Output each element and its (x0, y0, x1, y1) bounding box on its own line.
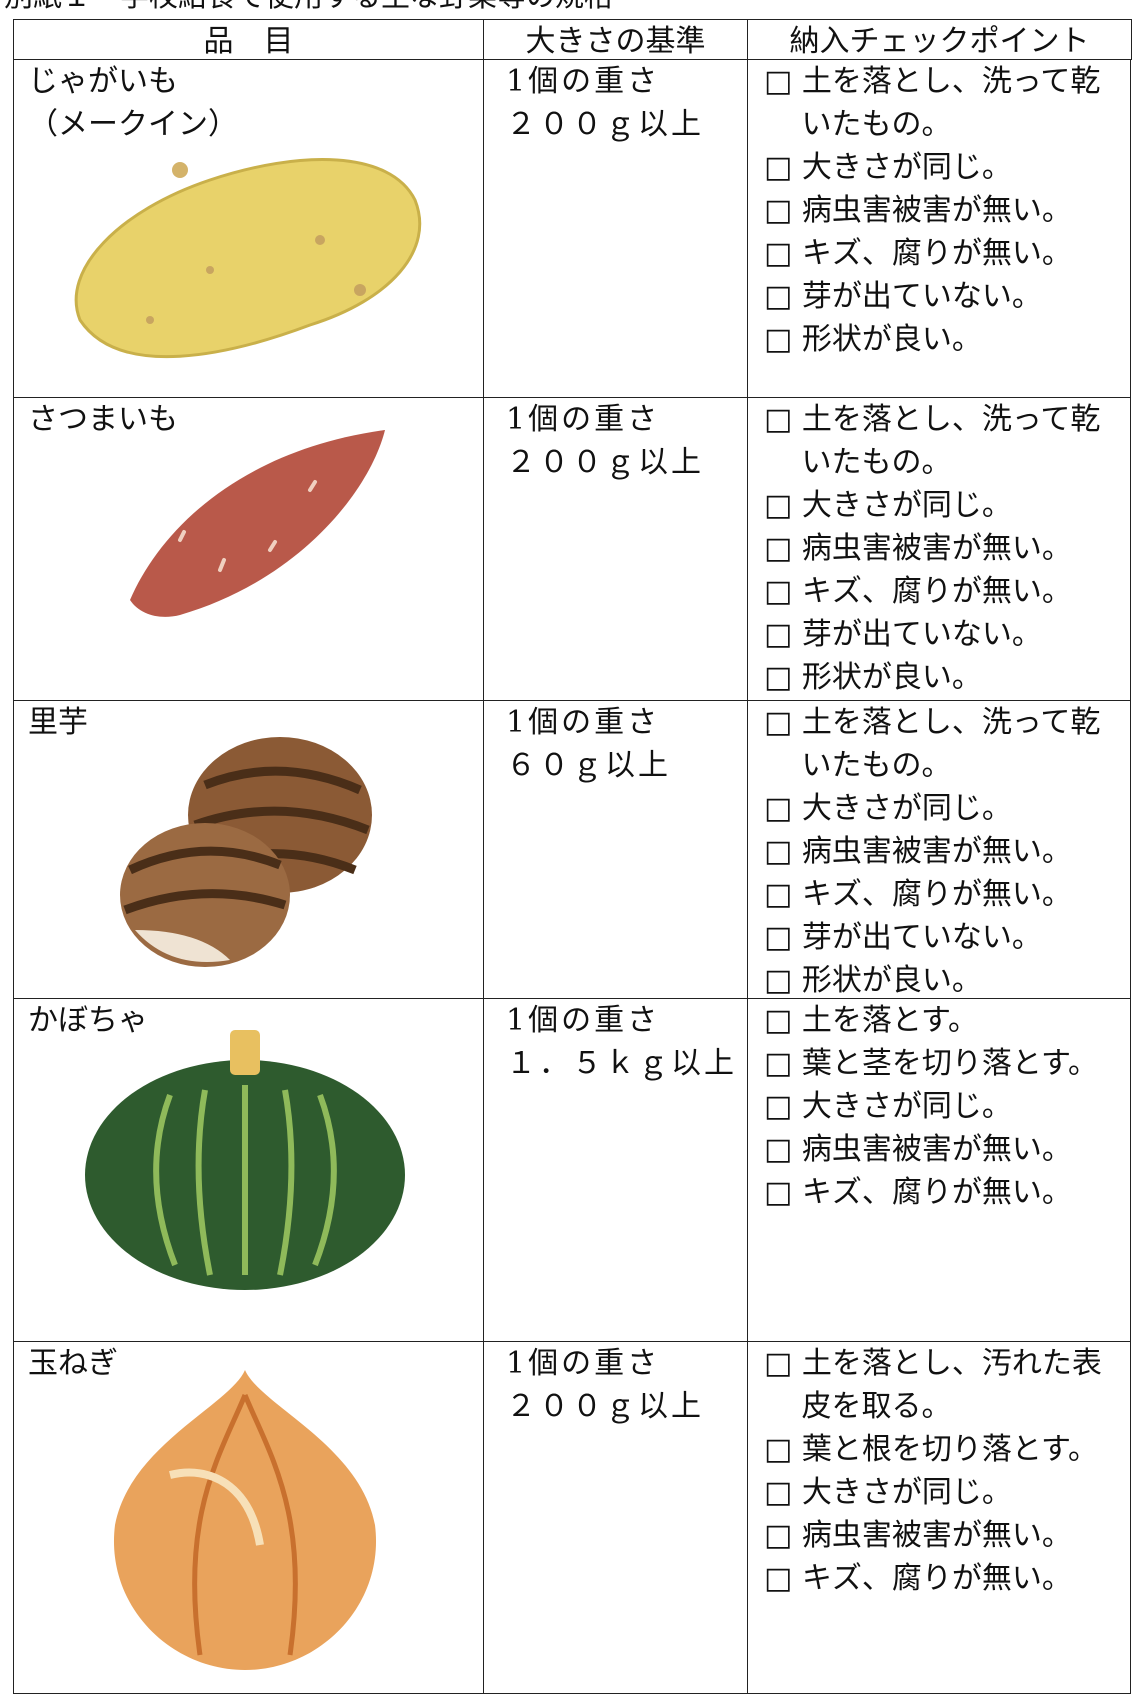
size-line: ２００ｇ以上 (506, 107, 704, 142)
size-cell: 1個の重さ ２００ｇ以上 (483, 1341, 748, 1694)
size-line: 1個の重さ (506, 1346, 661, 1381)
check-item: □ 大きさが同じ。 (764, 1089, 1012, 1124)
check-item: □ キズ、腐りが無い。 (764, 1175, 1072, 1210)
vegetable-illustration (113, 1370, 377, 1670)
check-item: □ 土を落とし、汚れた表皮を取る。 (764, 1346, 1102, 1424)
check-item: □ キズ、腐りが無い。 (764, 1561, 1072, 1596)
check-item: □ 大きさが同じ。 (764, 150, 1012, 185)
checks-cell: □ 土を落とし、洗って乾いたもの。 □ 大きさが同じ。 □ 病虫害被害が無い。 □ キ… (747, 397, 1131, 701)
vegetable-illustration (85, 1030, 405, 1290)
check-item: □ 芽が出ていない。 (764, 920, 1042, 955)
check-item: □ キズ、腐りが無い。 (764, 877, 1072, 912)
vegetable-image (60, 150, 430, 384)
checks-cell: □ 土を落とし、汚れた表皮を取る。 □ 葉と根を切り落とす。 □ 大きさが同じ。 □ … (747, 1341, 1131, 1694)
size-line: 1個の重さ (506, 705, 661, 740)
checks-cell: □ 土を落とし、洗って乾いたもの。 □ 大きさが同じ。 □ 病虫害被害が無い。 □ キ… (747, 700, 1131, 999)
check-item: □ 葉と茎を切り落とす。 (764, 1046, 1098, 1081)
size-line: １．５ｋｇ以上 (506, 1046, 737, 1081)
vegetable-illustration (130, 430, 385, 617)
checks-cell: □ 土を落とす。 □ 葉と茎を切り落とす。 □ 大きさが同じ。 □ 病虫害被害が無い。… (747, 998, 1131, 1342)
vegetable-illustration (74, 158, 422, 359)
size-line: ２００ｇ以上 (506, 1389, 704, 1424)
vegetable-illustration (120, 737, 372, 967)
check-item: □ キズ、腐りが無い。 (764, 574, 1072, 609)
size-cell: 1個の重さ ２００ｇ以上 (483, 59, 748, 398)
page-title: 別紙１ 学校給食で使用する主な野菜等の規格 (4, 0, 613, 16)
check-item: □ 病虫害被害が無い。 (764, 193, 1072, 228)
check-item: □ 土を落とす。 (764, 1003, 978, 1038)
check-item: □ 病虫害被害が無い。 (764, 834, 1072, 869)
size-cell: 1個の重さ ６０ｇ以上 (483, 700, 748, 999)
check-item: □ 病虫害被害が無い。 (764, 531, 1072, 566)
check-item: □ 形状が良い。 (764, 322, 982, 357)
vegetable-image (120, 420, 390, 624)
check-item: □ 芽が出ていない。 (764, 617, 1042, 652)
size-line: ２００ｇ以上 (506, 445, 704, 480)
size-cell: 1個の重さ ２００ｇ以上 (483, 397, 748, 701)
vegetable-image (110, 730, 380, 974)
check-item: □ 大きさが同じ。 (764, 488, 1012, 523)
check-item: □ 大きさが同じ。 (764, 1475, 1012, 1510)
check-item: □ 土を落とし、洗って乾いたもの。 (764, 64, 1101, 142)
size-line: 1個の重さ (506, 1003, 661, 1038)
vegetable-image (80, 1025, 410, 1299)
checks-cell: □ 土を落とし、洗って乾いたもの。 □ 大きさが同じ。 □ 病虫害被害が無い。 □ キ… (747, 59, 1131, 398)
size-line: 1個の重さ (506, 64, 661, 99)
check-item: □ キズ、腐りが無い。 (764, 236, 1072, 271)
size-cell: 1個の重さ １．５ｋｇ以上 (483, 998, 748, 1342)
check-item: □ 病虫害被害が無い。 (764, 1518, 1072, 1553)
check-item: □ 形状が良い。 (764, 963, 982, 998)
check-item: □ 土を落とし、洗って乾いたもの。 (764, 402, 1101, 480)
check-item: □ 芽が出ていない。 (764, 279, 1042, 314)
column-header: 納入チェックポイント (747, 19, 1132, 60)
check-item: □ 大きさが同じ。 (764, 791, 1012, 826)
vegetable-image (110, 1365, 380, 1679)
check-item: □ 葉と根を切り落とす。 (764, 1432, 1098, 1467)
column-header: 品 目 (13, 19, 484, 60)
check-item: □ 病虫害被害が無い。 (764, 1132, 1072, 1167)
check-item: □ 土を落とし、洗って乾いたもの。 (764, 705, 1101, 783)
size-line: ６０ｇ以上 (506, 748, 671, 783)
column-header: 大きさの基準 (483, 19, 748, 60)
size-line: 1個の重さ (506, 402, 661, 437)
check-item: □ 形状が良い。 (764, 660, 982, 695)
